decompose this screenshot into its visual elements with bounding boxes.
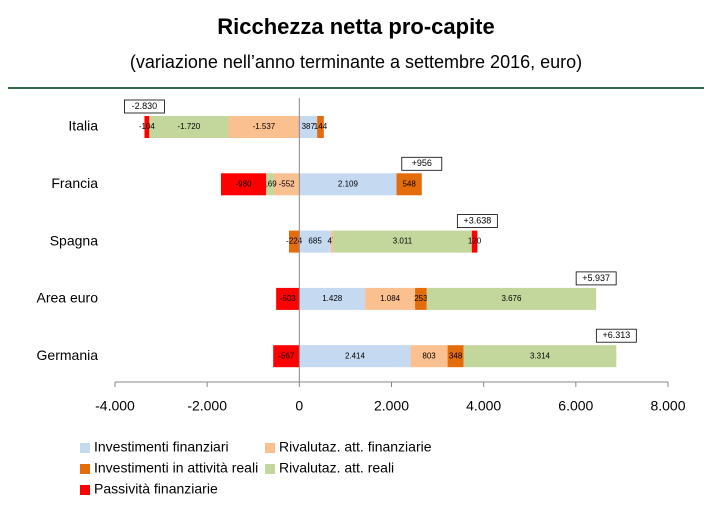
segment-label: 348: [449, 351, 463, 360]
category-label: Italia: [68, 118, 98, 134]
segment-label: 47: [328, 237, 337, 246]
segment-label: 685: [308, 237, 322, 246]
bar-segment: [220, 173, 267, 196]
category-label: Spagna: [50, 232, 98, 248]
total-label: +5.937: [582, 273, 610, 283]
segment-label: 120: [468, 237, 482, 246]
x-tick-label: 0: [295, 398, 303, 414]
bar-segment: [299, 287, 366, 310]
bar-segment: [471, 230, 478, 253]
segment-label: -224: [286, 237, 303, 246]
legend-swatch: [80, 485, 90, 495]
legend-swatch: [265, 464, 275, 474]
bar-segment: [415, 287, 427, 310]
x-tick-label: -2.000: [187, 398, 227, 414]
legend-label: Passività finanziarie: [94, 481, 218, 497]
segment-label: 1.084: [380, 294, 401, 303]
bar-segment: [299, 230, 331, 253]
bar-segment: [266, 173, 274, 196]
bar-segment: [426, 287, 597, 310]
segment-label: 803: [422, 351, 436, 360]
bar-segment: [447, 345, 464, 368]
legend-swatch: [80, 464, 90, 474]
segment-label: 3.676: [501, 294, 522, 303]
bar-segment: [410, 345, 448, 368]
bar-segment: [365, 287, 416, 310]
bar-segment: [333, 230, 472, 253]
total-box: [124, 99, 165, 114]
legend-label: Investimenti in attività reali: [94, 460, 258, 476]
total-label: +956: [412, 158, 432, 168]
segment-label: 548: [402, 179, 416, 188]
x-tick-label: 6.000: [558, 398, 593, 414]
segment-label: -104: [139, 122, 156, 131]
chart-title: Ricchezza netta pro-capite: [217, 14, 495, 39]
bar-segment: [330, 230, 334, 253]
segment-label: -1.537: [253, 122, 276, 131]
segment-label: -567: [278, 351, 295, 360]
x-tick-label: 2.000: [374, 398, 409, 414]
segment-label: 387: [302, 122, 316, 131]
bar-segment: [317, 116, 324, 138]
bar-segment: [289, 230, 300, 253]
category-label: Area euro: [37, 290, 99, 306]
segment-label: 3.011: [393, 237, 413, 246]
segment-label: 2.109: [338, 179, 359, 188]
bar-segment: [276, 287, 300, 310]
category-label: Francia: [51, 175, 98, 191]
bar-segment: [273, 173, 300, 196]
total-label: -2.830: [132, 101, 158, 111]
total-box: [575, 271, 617, 286]
legend-label: Rivalutaz. att. finanziarie: [279, 439, 432, 455]
category-label: Germania: [37, 347, 99, 363]
total-box: [401, 156, 443, 171]
bar-segment: [228, 116, 300, 138]
bar-segment: [273, 345, 300, 368]
legend-label: Rivalutaz. att. reali: [279, 460, 394, 476]
x-tick-label: 4.000: [466, 398, 501, 414]
segment-label: -980: [236, 179, 253, 188]
legend-swatch: [80, 443, 90, 453]
segment-label: 169: [263, 179, 277, 188]
segment-label: 144: [314, 122, 328, 131]
legend-swatch: [265, 443, 275, 453]
x-tick-label: 8.000: [650, 398, 685, 414]
segment-label: 253: [414, 294, 428, 303]
segment-label: 1.428: [322, 294, 343, 303]
segment-label: 3.314: [530, 351, 551, 360]
x-tick-label: -4.000: [95, 398, 135, 414]
total-label: +6.313: [602, 330, 630, 340]
bar-segment: [299, 345, 411, 368]
bar-segment: [463, 345, 617, 368]
bar-segment: [299, 116, 318, 138]
bar-segment: [149, 116, 229, 138]
segment-label: -552: [279, 179, 296, 188]
total-label: +3.638: [463, 215, 491, 225]
segment-label: 2.414: [345, 351, 366, 360]
bar-segment: [299, 173, 397, 196]
legend-label: Investimenti finanziari: [94, 439, 229, 455]
segment-label: -1.720: [178, 122, 201, 131]
bar-segment: [396, 173, 422, 196]
segment-label: -503: [280, 294, 297, 303]
chart-subtitle: (variazione nell’anno terminante a sette…: [130, 52, 582, 72]
total-box: [595, 328, 637, 343]
total-box: [456, 214, 498, 229]
bar-segment: [144, 116, 150, 138]
